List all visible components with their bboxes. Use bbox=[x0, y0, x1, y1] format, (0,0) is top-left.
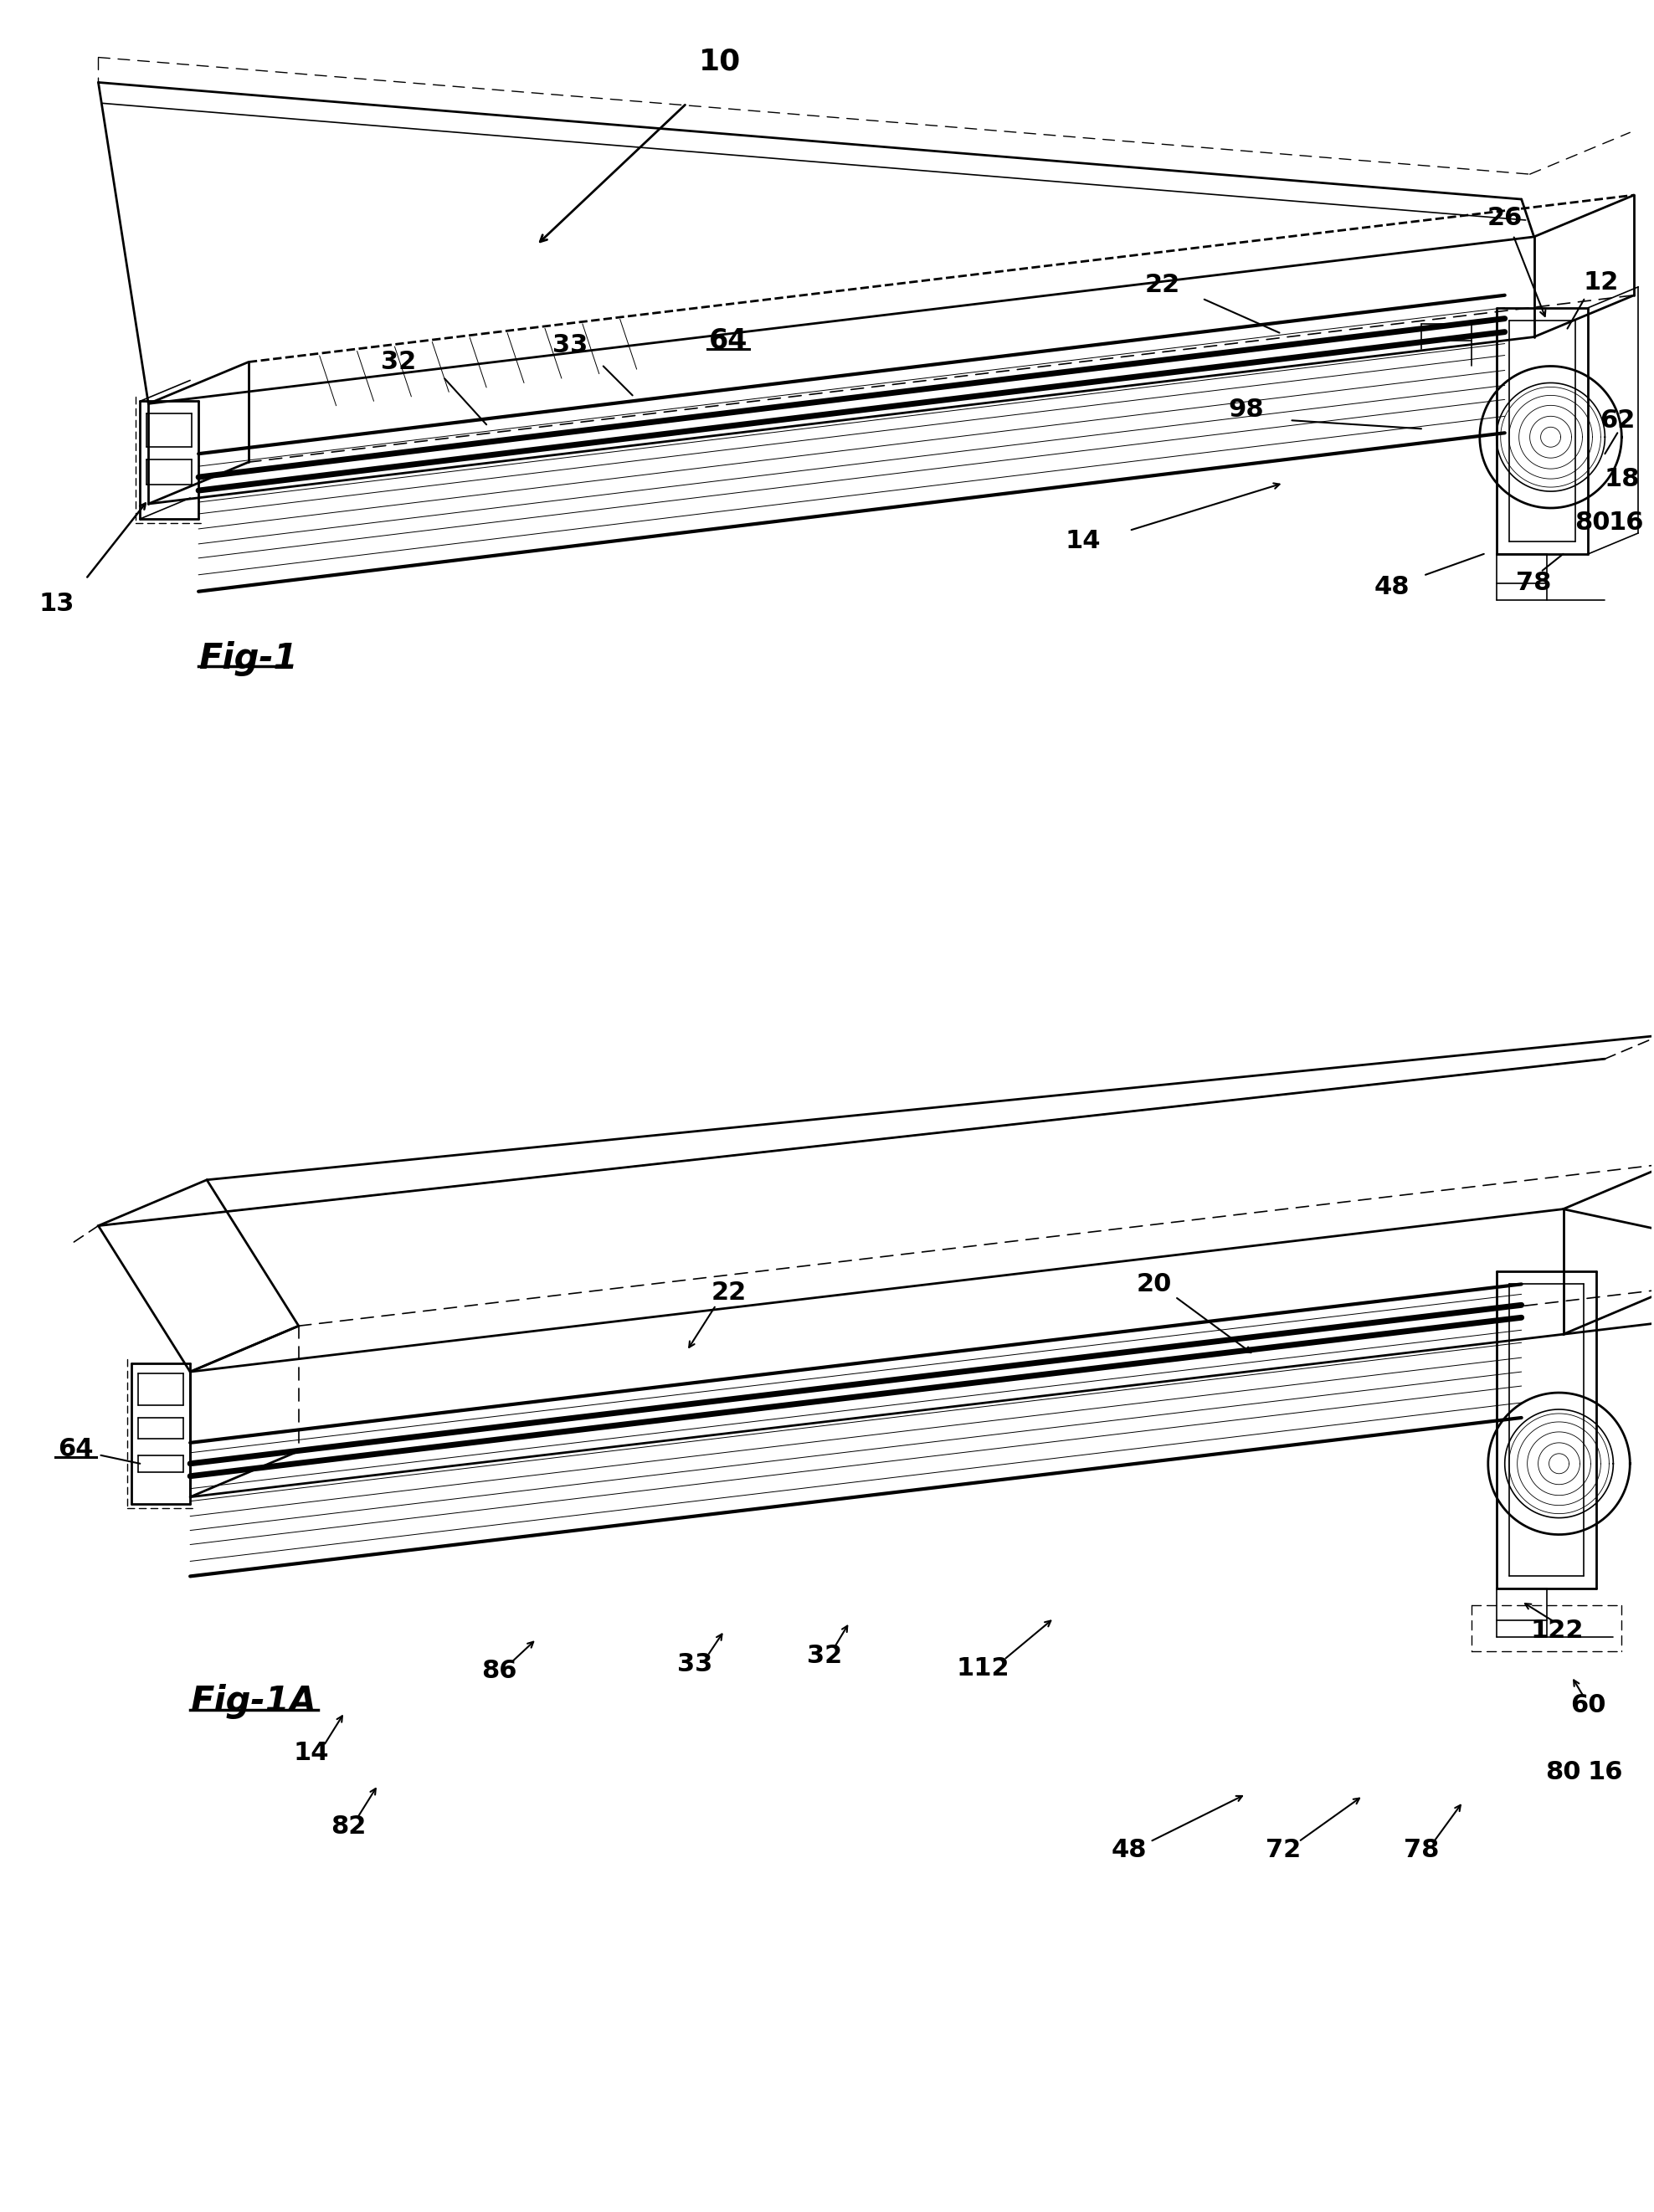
Text: 26: 26 bbox=[1487, 206, 1522, 230]
Text: 18: 18 bbox=[1604, 467, 1639, 491]
Text: 62: 62 bbox=[1599, 409, 1636, 434]
Text: Fig-1A: Fig-1A bbox=[190, 1683, 316, 1719]
Text: 64: 64 bbox=[58, 1438, 94, 1462]
Text: 98: 98 bbox=[1229, 398, 1264, 422]
Text: 112: 112 bbox=[956, 1657, 1009, 1681]
Text: 78: 78 bbox=[1404, 1838, 1439, 1863]
Text: 22: 22 bbox=[1145, 272, 1181, 296]
Text: 48: 48 bbox=[1374, 575, 1409, 599]
Text: 10: 10 bbox=[700, 46, 741, 75]
Text: 33: 33 bbox=[678, 1652, 713, 1677]
Text: 32: 32 bbox=[380, 349, 417, 374]
Text: 22: 22 bbox=[711, 1281, 746, 1305]
Text: 16: 16 bbox=[1588, 1761, 1623, 1785]
Text: 16: 16 bbox=[1608, 511, 1644, 535]
Text: 80: 80 bbox=[1575, 511, 1611, 535]
Text: 32: 32 bbox=[807, 1644, 842, 1668]
Text: 20: 20 bbox=[1136, 1272, 1173, 1296]
Text: 14: 14 bbox=[293, 1741, 329, 1765]
Text: 64: 64 bbox=[710, 327, 748, 354]
Text: 60: 60 bbox=[1570, 1694, 1606, 1719]
Text: 78: 78 bbox=[1517, 571, 1551, 595]
Text: 86: 86 bbox=[481, 1659, 516, 1683]
Text: 33: 33 bbox=[552, 334, 587, 358]
Text: 12: 12 bbox=[1583, 270, 1619, 294]
Text: 82: 82 bbox=[331, 1814, 367, 1838]
Text: 72: 72 bbox=[1265, 1838, 1302, 1863]
Text: 14: 14 bbox=[1065, 529, 1102, 553]
Text: 13: 13 bbox=[38, 593, 74, 617]
Text: Fig-1: Fig-1 bbox=[198, 641, 298, 677]
Text: 48: 48 bbox=[1111, 1838, 1146, 1863]
Text: 80: 80 bbox=[1545, 1761, 1581, 1785]
Text: 122: 122 bbox=[1532, 1619, 1585, 1644]
